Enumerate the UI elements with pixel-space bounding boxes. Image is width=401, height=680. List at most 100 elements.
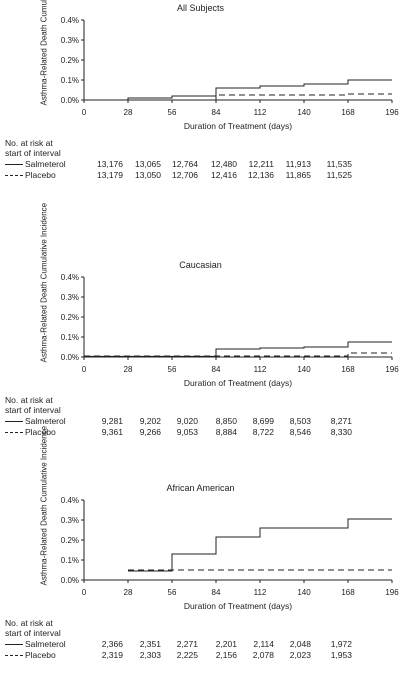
risk-row-placebo: Placebo 13,179 13,050 12,706 12,416 12,136 11,… xyxy=(0,170,401,180)
risk-count: 9,361 xyxy=(101,427,123,437)
x-tick-label: 56 xyxy=(168,108,177,117)
risk-count: 13,179 xyxy=(97,170,123,180)
risk-count: 8,699 xyxy=(252,416,274,426)
risk-count: 9,020 xyxy=(176,416,198,426)
chart-plot: 0.0% 0.1% 0.2% 0.3% 0.4% 0 28 56 84 112 140 168 196 xyxy=(61,273,399,374)
y-axis-label: Asthma-Related Death Cumulative Incidenc… xyxy=(39,425,49,586)
y-tick-label: 0.2% xyxy=(61,313,79,322)
y-tick-label: 0.0% xyxy=(61,576,79,585)
legend-label: Salmeterol xyxy=(25,416,66,426)
risk-count: 8,503 xyxy=(289,416,311,426)
risk-row-salmeterol: Salmeterol 2,366 2,351 2,271 2,201 2,114 2,048… xyxy=(0,639,401,649)
chart-title: Caucasian xyxy=(179,260,222,270)
y-tick-label: 0.4% xyxy=(61,273,79,282)
series-line-salmeterol xyxy=(84,341,392,357)
y-axis-label: Asthma-Related Death Cumulative Incidenc… xyxy=(39,0,49,106)
x-tick-label: 28 xyxy=(124,588,133,597)
risk-count: 9,266 xyxy=(139,427,161,437)
risk-count: 2,078 xyxy=(252,650,274,660)
x-tick-label: 168 xyxy=(341,108,355,117)
risk-row-salmeterol: Salmeterol 9,281 9,202 9,020 8,850 8,699 8,503… xyxy=(0,416,401,426)
chart-panel: African American 0.0% 0.1% 0.2% 0.3% 0.4% 0 28 5… xyxy=(0,425,401,680)
risk-count: 12,706 xyxy=(172,170,198,180)
series-line-placebo xyxy=(84,352,392,357)
x-tick-label: 84 xyxy=(212,588,221,597)
legend-line-solid xyxy=(5,644,23,645)
risk-count: 8,271 xyxy=(330,416,352,426)
legend-label: Placebo xyxy=(25,170,56,180)
y-tick-label: 0.1% xyxy=(61,556,79,565)
risk-count: 8,546 xyxy=(289,427,311,437)
x-tick-label: 140 xyxy=(297,588,311,597)
risk-count: 2,048 xyxy=(289,639,311,649)
legend-label: Salmeterol xyxy=(25,159,66,169)
risk-count: 9,281 xyxy=(101,416,123,426)
y-tick-label: 0.2% xyxy=(61,56,79,65)
legend-label: Salmeterol xyxy=(25,639,66,649)
risk-count: 12,211 xyxy=(248,159,274,169)
risk-count: 1,972 xyxy=(330,639,352,649)
x-tick-label: 112 xyxy=(254,365,267,374)
risk-count: 2,319 xyxy=(101,650,123,660)
x-axis-label: Duration of Treatment (days) xyxy=(183,378,293,388)
risk-count: 2,201 xyxy=(215,639,237,649)
risk-count: 12,416 xyxy=(211,170,237,180)
risk-count: 12,480 xyxy=(211,159,237,169)
series-line-salmeterol xyxy=(84,79,392,101)
risk-count: 2,366 xyxy=(101,639,123,649)
x-axis-label: Duration of Treatment (days) xyxy=(183,601,293,611)
chart-plot: 0.0% 0.1% 0.2% 0.3% 0.4% 0 28 56 84 112 140 168 196 xyxy=(61,496,399,597)
risk-count: 2,303 xyxy=(139,650,161,660)
y-tick-label: 0.4% xyxy=(61,16,79,25)
legend-line-dashed xyxy=(5,175,23,176)
y-tick-label: 0.0% xyxy=(61,353,79,362)
chart-title: African American xyxy=(166,483,235,493)
legend-label: Placebo xyxy=(25,650,56,660)
risk-count: 11,865 xyxy=(285,170,311,180)
legend-line-dashed xyxy=(5,655,23,656)
y-tick-label: 0.1% xyxy=(61,333,79,342)
risk-table-header: No. at risk at start of interval xyxy=(5,138,61,158)
risk-count: 2,156 xyxy=(215,650,237,660)
legend-line-dashed xyxy=(5,432,23,433)
y-axis-label: Asthma-Related Death Cumulative Incidenc… xyxy=(39,202,49,363)
chart-title: All Subjects xyxy=(176,3,225,13)
y-tick-label: 0.1% xyxy=(61,76,79,85)
risk-count: 11,535 xyxy=(326,159,352,169)
risk-count: 11,525 xyxy=(326,170,352,180)
x-tick-label: 28 xyxy=(124,365,133,374)
y-tick-label: 0.2% xyxy=(61,536,79,545)
risk-row-salmeterol: Salmeterol 13,176 13,065 12,764 12,480 12,211… xyxy=(0,159,401,169)
risk-count: 2,271 xyxy=(176,639,198,649)
chart-panel: Caucasian 0.0% 0.1% 0.2% 0.3% 0.4% 0 28 56 84 112 1… xyxy=(0,202,401,457)
risk-count: 8,330 xyxy=(330,427,352,437)
risk-count: 8,884 xyxy=(215,427,237,437)
risk-count: 2,225 xyxy=(176,650,198,660)
risk-count: 2,023 xyxy=(289,650,311,660)
y-tick-label: 0.3% xyxy=(61,516,79,525)
x-tick-label: 168 xyxy=(341,365,355,374)
risk-count: 12,136 xyxy=(248,170,274,180)
x-tick-label: 196 xyxy=(385,588,399,597)
x-tick-label: 140 xyxy=(297,108,311,117)
y-tick-label: 0.4% xyxy=(61,496,79,505)
x-tick-label: 112 xyxy=(254,108,267,117)
x-tick-label: 0 xyxy=(82,108,87,117)
x-tick-label: 0 xyxy=(82,588,87,597)
risk-count: 8,722 xyxy=(252,427,274,437)
x-tick-label: 168 xyxy=(341,588,355,597)
risk-count: 13,176 xyxy=(97,159,123,169)
x-tick-label: 84 xyxy=(212,365,221,374)
x-tick-label: 56 xyxy=(168,365,177,374)
x-tick-label: 112 xyxy=(254,588,267,597)
x-axis-label: Duration of Treatment (days) xyxy=(183,121,293,131)
legend-line-solid xyxy=(5,164,23,165)
y-tick-label: 0.0% xyxy=(61,96,79,105)
risk-count: 12,764 xyxy=(172,159,198,169)
risk-table-header: No. at risk at start of interval xyxy=(5,618,61,638)
x-tick-label: 196 xyxy=(385,365,399,374)
risk-row-placebo: Placebo 9,361 9,266 9,053 8,884 8,722 8,546 8,3… xyxy=(0,427,401,437)
risk-row-placebo: Placebo 2,319 2,303 2,225 2,156 2,078 2,023 1,9… xyxy=(0,650,401,660)
risk-count: 9,202 xyxy=(139,416,161,426)
risk-table-header: No. at risk at start of interval xyxy=(5,395,61,415)
